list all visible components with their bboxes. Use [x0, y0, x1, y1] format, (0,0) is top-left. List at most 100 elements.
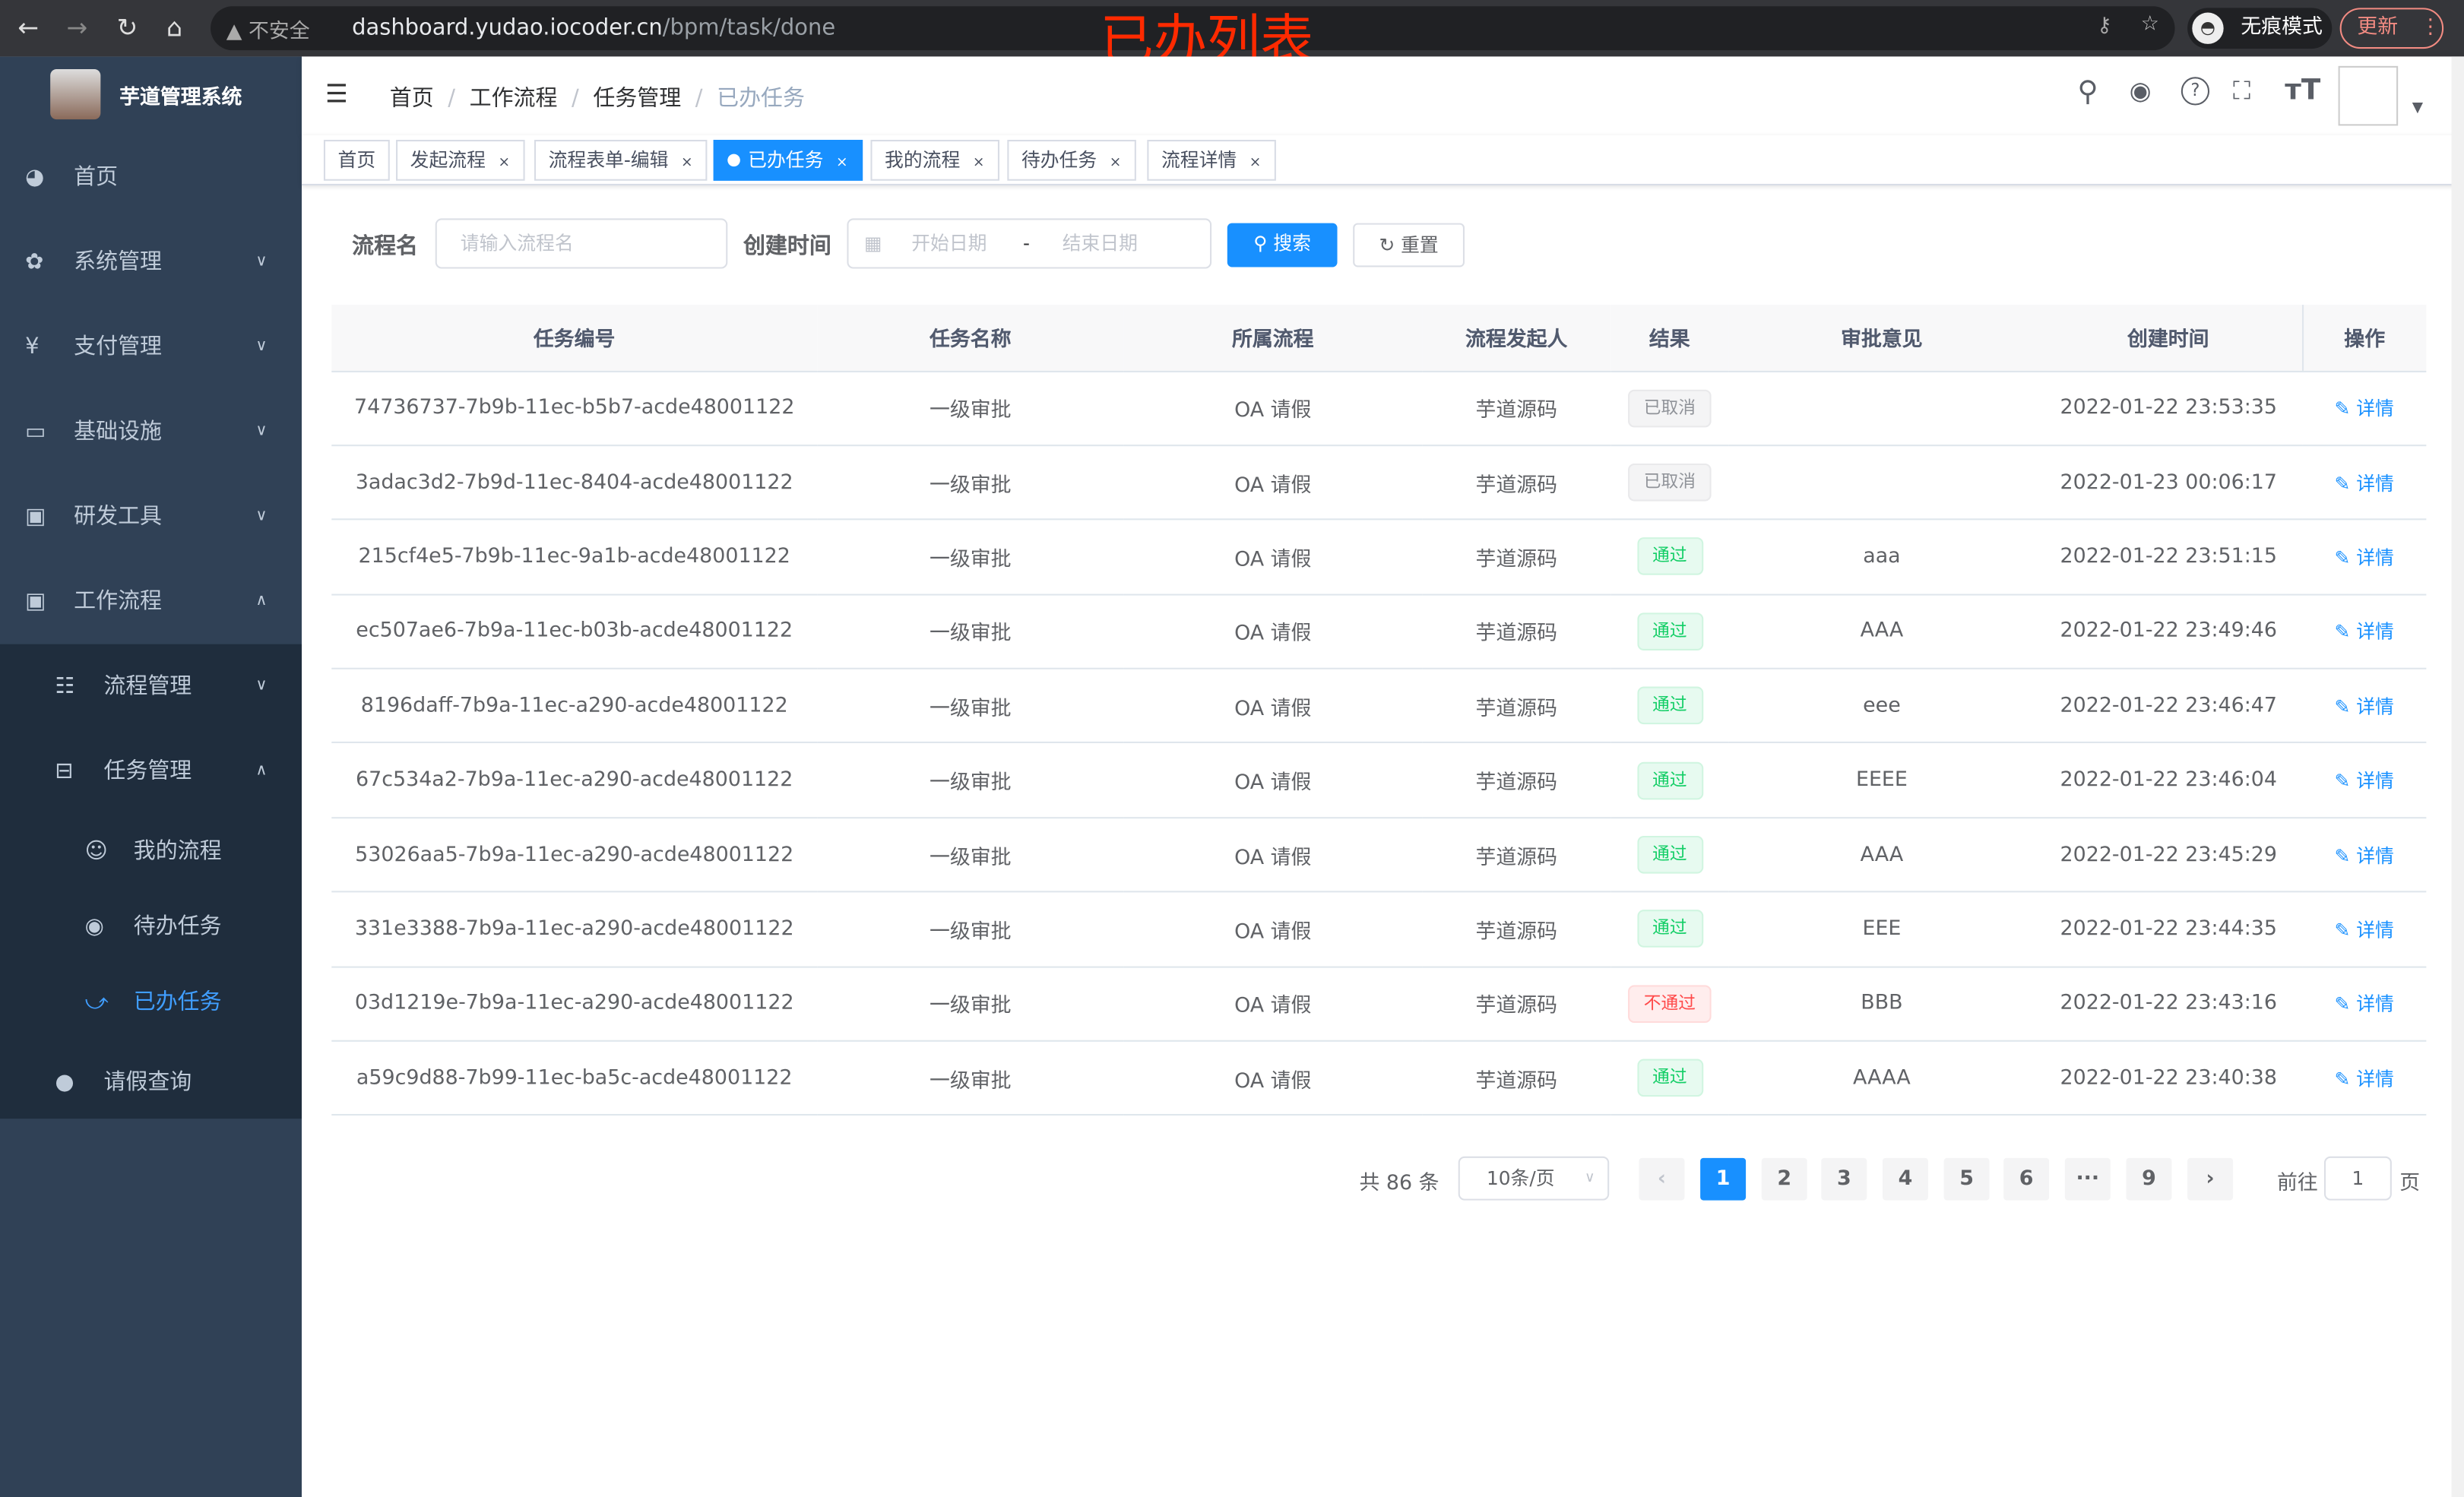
- detail-button[interactable]: ✎ 详情: [2334, 695, 2394, 718]
- table-cell: OA 请假: [1123, 742, 1423, 818]
- page-button[interactable]: 6: [2003, 1157, 2050, 1201]
- page-button[interactable]: 1: [1700, 1157, 1747, 1201]
- star-icon[interactable]: ☆: [2140, 12, 2159, 36]
- date-range-picker[interactable]: ▦ 开始日期 - 结束日期: [847, 218, 1212, 269]
- tag-4[interactable]: 我的流程 ×: [870, 140, 999, 181]
- page-size-select[interactable]: 10条/页 ∨: [1458, 1156, 1610, 1201]
- sidebar-item-7[interactable]: ⊟ 任务管理 ∧: [0, 729, 302, 814]
- chevron-icon: ∨: [255, 677, 268, 695]
- sidebar-item-5[interactable]: ▣ 工作流程 ∧: [0, 559, 302, 644]
- table-cell: 03d1219e-7b9a-11ec-a290-acde48001122: [331, 966, 818, 1042]
- page-button[interactable]: ···: [2064, 1157, 2111, 1201]
- home-icon[interactable]: ⌂: [166, 12, 183, 43]
- detail-button[interactable]: ✎ 详情: [2334, 844, 2394, 867]
- sidebar-item-label: 请假查询: [103, 1070, 192, 1096]
- chat-icon: ☺: [84, 839, 108, 865]
- sidebar-item-10[interactable]: ⤻ 已办任务: [0, 965, 302, 1040]
- reload-icon[interactable]: ↻: [116, 12, 138, 43]
- close-icon[interactable]: ×: [835, 155, 848, 172]
- page-button[interactable]: 9: [2126, 1157, 2172, 1201]
- forward-icon[interactable]: →: [66, 12, 88, 43]
- table-cell: 2022-01-22 23:40:38: [2035, 1040, 2303, 1116]
- close-icon[interactable]: ×: [1249, 155, 1262, 172]
- detail-button[interactable]: ✎ 详情: [2334, 621, 2394, 644]
- caret-down-icon[interactable]: ▼: [2412, 100, 2424, 117]
- table-cell: OA 请假: [1123, 966, 1423, 1042]
- tag-6[interactable]: 流程详情 ×: [1147, 140, 1275, 181]
- edit-icon: ✎: [2334, 844, 2351, 867]
- reset-button[interactable]: ↻ 重置: [1353, 223, 1465, 267]
- fullscreen-icon[interactable]: ⛶: [2233, 75, 2251, 106]
- table-cell: BBB: [1728, 966, 2035, 1042]
- hamburger-icon[interactable]: ☰: [325, 78, 348, 109]
- sidebar-item-6[interactable]: ☷ 流程管理 ∨: [0, 644, 302, 730]
- sidebar-item-0[interactable]: ◕ 首页: [0, 135, 302, 220]
- toolbox-icon: ▣: [25, 589, 46, 615]
- table-cell: 一级审批: [817, 593, 1124, 669]
- tag-5[interactable]: 待办任务 ×: [1007, 140, 1135, 181]
- detail-button[interactable]: ✎ 详情: [2334, 397, 2394, 420]
- tag-0[interactable]: 首页: [323, 140, 390, 181]
- search-icon[interactable]: ⚲: [2077, 75, 2098, 109]
- goto-page-input[interactable]: 1: [2323, 1156, 2392, 1201]
- sidebar-item-2[interactable]: ¥ 支付管理 ∨: [0, 305, 302, 390]
- detail-button[interactable]: ✎ 详情: [2334, 1068, 2394, 1090]
- tag-2[interactable]: 流程表单-编辑 ×: [534, 140, 708, 181]
- table-cell: 2022-01-23 00:06:17: [2035, 445, 2303, 521]
- browser-toolbar: ← → ↻ ⌂ ▲ 不安全 dashboard.yudao.iocoder.cn…: [0, 0, 2464, 57]
- detail-button[interactable]: ✎ 详情: [2334, 472, 2394, 495]
- search-button[interactable]: ⚲ 搜索: [1227, 223, 1338, 267]
- page-button[interactable]: 5: [1943, 1157, 1990, 1201]
- avatar[interactable]: [2338, 65, 2399, 126]
- help-icon[interactable]: ?: [2181, 77, 2210, 106]
- table-row: 53026aa5-7b9a-11ec-a290-acde48001122 一级审批…: [331, 817, 2427, 893]
- end-date-input[interactable]: 结束日期: [1062, 233, 1138, 255]
- breadcrumb-item[interactable]: 首页: [389, 86, 434, 112]
- close-icon[interactable]: ×: [498, 155, 511, 172]
- table-cell: 芋道源码: [1422, 817, 1611, 893]
- github-icon[interactable]: ◉: [2129, 75, 2152, 106]
- sidebar-item-1[interactable]: ✿ 系统管理 ∨: [0, 220, 302, 305]
- scrollbar[interactable]: [2451, 56, 2464, 1497]
- tag-1[interactable]: 发起流程 ×: [396, 140, 524, 181]
- table-cell: OA 请假: [1123, 519, 1423, 595]
- prev-page-button: ‹: [1639, 1157, 1685, 1201]
- process-name-input[interactable]: 请输入流程名: [435, 218, 728, 269]
- back-icon[interactable]: ←: [17, 12, 40, 43]
- close-icon[interactable]: ×: [1109, 155, 1122, 172]
- next-page-button[interactable]: ›: [2187, 1157, 2234, 1201]
- close-icon[interactable]: ×: [680, 155, 693, 172]
- incognito-icon: ◓: [2192, 12, 2224, 44]
- sidebar-item-8[interactable]: ☺ 我的流程: [0, 814, 302, 889]
- tag-3[interactable]: 已办任务 ×: [713, 140, 863, 181]
- detail-button[interactable]: ✎ 详情: [2334, 546, 2394, 569]
- detail-button[interactable]: ✎ 详情: [2334, 993, 2394, 1016]
- column-header: 流程发起人: [1422, 305, 1611, 372]
- edit-icon: ✎: [2334, 770, 2351, 793]
- close-icon[interactable]: ×: [972, 155, 985, 172]
- page-button[interactable]: 2: [1761, 1157, 1807, 1201]
- detail-button[interactable]: ✎ 详情: [2334, 770, 2394, 793]
- sidebar-item-4[interactable]: ▣ 研发工具 ∨: [0, 474, 302, 559]
- update-button[interactable]: 更新 ⋮: [2339, 8, 2444, 49]
- start-date-input[interactable]: 开始日期: [911, 233, 987, 255]
- sidebar-item-9[interactable]: ◉ 待办任务: [0, 889, 302, 964]
- page-button[interactable]: 4: [1882, 1157, 1928, 1201]
- key-icon[interactable]: ⚷: [2097, 14, 2112, 38]
- incognito-badge[interactable]: ◓ 无痕模式: [2187, 8, 2333, 49]
- sidebar: 芋道管理系统 ◕ 首页 ✿ 系统管理 ∨ ¥ 支付管理 ∨ ▭ 基础设施 ∨ ▣…: [0, 56, 302, 1497]
- calendar-icon: ▦: [864, 233, 882, 255]
- detail-button[interactable]: ✎ 详情: [2334, 919, 2394, 942]
- sidebar-item-3[interactable]: ▭ 基础设施 ∨: [0, 390, 302, 475]
- page-button[interactable]: 3: [1821, 1157, 1867, 1201]
- edit-icon: ✎: [2334, 472, 2351, 495]
- breadcrumb-item[interactable]: 工作流程: [469, 86, 558, 112]
- goto-prefix: 前往: [2276, 1172, 2318, 1196]
- chevron-icon: ∨: [255, 507, 268, 525]
- address-bar[interactable]: ▲ 不安全 dashboard.yudao.iocoder.cn/bpm/tas…: [211, 6, 2175, 51]
- table-row: a59c9d88-7b99-11ec-ba5c-acde48001122 一级审批…: [331, 1040, 2427, 1116]
- sidebar-item-label: 待办任务: [133, 914, 222, 940]
- breadcrumb-item[interactable]: 任务管理: [593, 86, 682, 112]
- sidebar-item-11[interactable]: ● 请假查询: [0, 1040, 302, 1125]
- font-size-icon[interactable]: ᴛT: [2285, 74, 2321, 107]
